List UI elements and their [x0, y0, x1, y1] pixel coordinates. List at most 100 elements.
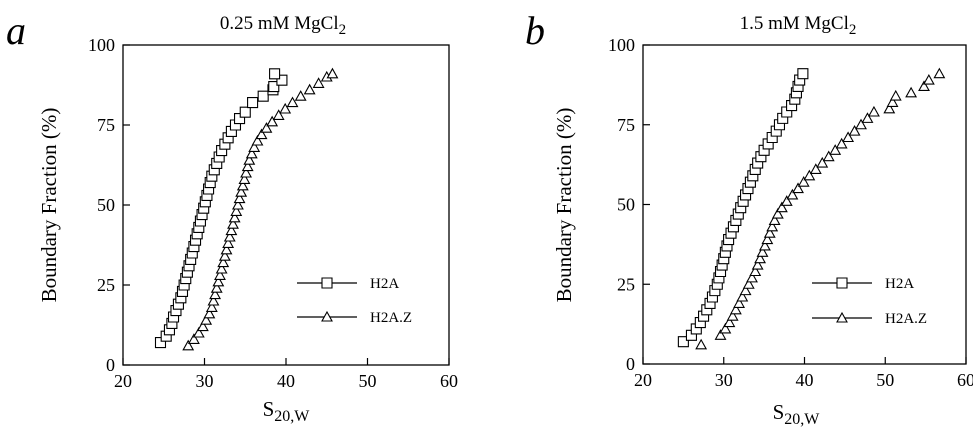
panel-a-triangle-point-34	[260, 122, 273, 133]
panel-b-triangle-point-27	[809, 163, 822, 174]
panel-a-x-tick-label-20: 20	[114, 371, 132, 391]
panel-b-triangle-point-12	[751, 258, 764, 270]
panel-b-triangle-point-30	[829, 144, 842, 155]
panel-b-triangle-point-43	[933, 67, 946, 79]
panel-b-triangle-point-20	[771, 207, 784, 219]
panel-a-triangle-point-36	[272, 109, 285, 120]
panel-b-triangle-point-4	[726, 310, 739, 321]
panel-b-title-main: 1.5 mM MgCl	[740, 13, 849, 34]
panel-a-triangle-point-13	[217, 256, 230, 268]
panel-a-x-label-subscript: 20,W	[274, 408, 310, 425]
panel-b-triangle-point-9	[742, 278, 755, 289]
panel-a-x-tick-label-60: 60	[440, 371, 458, 391]
panel-b-triangle-point-13	[754, 252, 767, 264]
panel-b-y-tick-label-25: 25	[617, 274, 635, 294]
panel-a-x-tick-label-30: 30	[196, 371, 214, 391]
panel-b-triangle-point-11	[749, 265, 762, 277]
panel-b-triangle-point-33	[848, 124, 861, 136]
panel-a-triangle-point-15	[220, 243, 233, 255]
panel-b-series-h2a	[677, 68, 809, 348]
panel-b-triangle-point-28	[816, 156, 829, 168]
panel-b-triangle-point-31	[835, 137, 848, 149]
chart-panel-a: a 0.25 mM MgCl2 20 30 40 50 60 0 25 50 75 100 Bo…	[6, 8, 458, 425]
panel-b-triangle-point-21	[775, 201, 788, 213]
panel-b-triangle-point-36	[868, 105, 880, 117]
panel-a-triangle-point-18	[225, 224, 238, 236]
panel-a-triangle-point-7	[207, 294, 220, 306]
panel-a-triangle-point-43	[326, 67, 339, 79]
panel-b-legend-label-1: H2A.Z	[885, 311, 927, 327]
panel-b-triangle-point-2	[719, 322, 732, 334]
panel-a-square-point-42	[269, 68, 281, 80]
panel-b-triangle-point-6	[733, 297, 746, 308]
panel-b-y-ticks: 0 25 50 75 100	[608, 35, 650, 374]
panel-b-triangle-point-32	[842, 131, 855, 143]
panel-b-triangle-point-18	[766, 220, 779, 232]
panel-b-data-marks	[677, 67, 946, 350]
panel-a-title-subscript: 2	[339, 22, 347, 38]
panel-b-triangle-point-7	[736, 290, 749, 302]
panel-a-triangle-point-6	[205, 301, 218, 312]
panel-b-triangle-point-23	[786, 188, 799, 200]
panel-b-y-axis-label: Boundary Fraction (%)	[552, 108, 576, 303]
panel-b-triangle-point-1	[714, 329, 727, 340]
panel-b-triangle-point-16	[761, 233, 774, 245]
panel-b-legend: H2A H2A.Z	[812, 276, 927, 327]
panel-b-triangle-point-22	[780, 195, 793, 206]
panel-a-square-point-40	[268, 81, 280, 93]
panel-a-legend-triangle-icon	[321, 310, 333, 322]
panel-a-legend: H2A H2A.Z	[297, 276, 412, 326]
panel-b-triangle-point-38	[886, 96, 899, 107]
panel-a-triangle-point-16	[222, 237, 235, 248]
panel-b-legend-triangle-icon	[836, 311, 848, 323]
panel-a-triangle-point-39	[294, 90, 307, 101]
panel-b-triangle-point-37	[883, 102, 896, 114]
panel-b-triangle-point-19	[768, 214, 781, 225]
panel-a-triangle-point-12	[215, 262, 228, 274]
panel-b-triangle-point-35	[861, 112, 874, 123]
panel-b-legend-square-icon	[836, 277, 848, 289]
panel-b-triangle-point-10	[746, 271, 758, 283]
panel-b-triangle-point-29	[822, 150, 835, 162]
panel-a-series-h2a	[154, 68, 288, 349]
panel-b-x-label-subscript: 20,W	[784, 411, 820, 428]
panel-a-triangle-point-23	[233, 192, 246, 204]
panel-b-triangle-point-39	[889, 89, 902, 101]
panel-b-square-point-42	[797, 68, 809, 80]
panel-b-title-subscript: 2	[849, 22, 857, 38]
panel-a-y-ticks: 0 25 50 75 100	[88, 35, 130, 375]
panel-a-triangle-point-22	[231, 198, 244, 210]
panel-a-y-tick-label-100: 100	[88, 35, 115, 55]
panel-b-legend-label-0: H2A	[885, 276, 914, 292]
panel-b-triangle-point-26	[803, 169, 816, 181]
panel-a-triangle-point-41	[312, 77, 325, 88]
panel-a-data-marks	[154, 67, 339, 351]
panel-a-x-tick-label-50: 50	[359, 371, 377, 391]
panel-a-triangle-point-37	[279, 102, 292, 114]
panel-a-triangle-point-30	[245, 147, 258, 159]
chart-panel-b: b 1.5 mM MgCl2 20 30 40 50 60 0 25 50 75 100 Bou…	[525, 8, 973, 428]
panel-b-triangle-point-5	[729, 303, 742, 315]
panel-a-x-axis-label: S20,W	[263, 397, 311, 425]
panel-a-title-main: 0.25 mM MgCl	[220, 13, 339, 34]
panel-b-x-tick-label-30: 30	[715, 370, 733, 390]
panel-b-triangle-point-17	[763, 227, 776, 238]
panel-a-triangle-point-38	[286, 96, 299, 108]
panel-a-triangle-point-26	[238, 173, 251, 184]
panel-a-legend-label-1: H2A.Z	[370, 310, 412, 326]
panel-b-triangle-point-0	[695, 338, 708, 350]
panel-a-triangle-point-9	[210, 282, 223, 293]
panel-b-triangle-point-41	[918, 80, 930, 92]
panel-a-legend-square-icon	[321, 277, 333, 289]
panel-b-title: 1.5 mM MgCl2	[740, 13, 857, 38]
panel-a-y-tick-label-50: 50	[97, 195, 115, 215]
panel-b-x-tick-label-40: 40	[796, 370, 814, 390]
panel-b-x-label-main: S	[773, 400, 785, 424]
panel-b-x-axis-label: S20,W	[773, 400, 821, 428]
panel-letter-a: a	[6, 8, 26, 53]
panel-b-triangle-point-34	[855, 118, 867, 130]
panel-b-triangle-point-24	[792, 182, 804, 194]
panel-b-triangle-point-40	[905, 86, 918, 98]
panel-a-triangle-point-29	[243, 154, 256, 165]
